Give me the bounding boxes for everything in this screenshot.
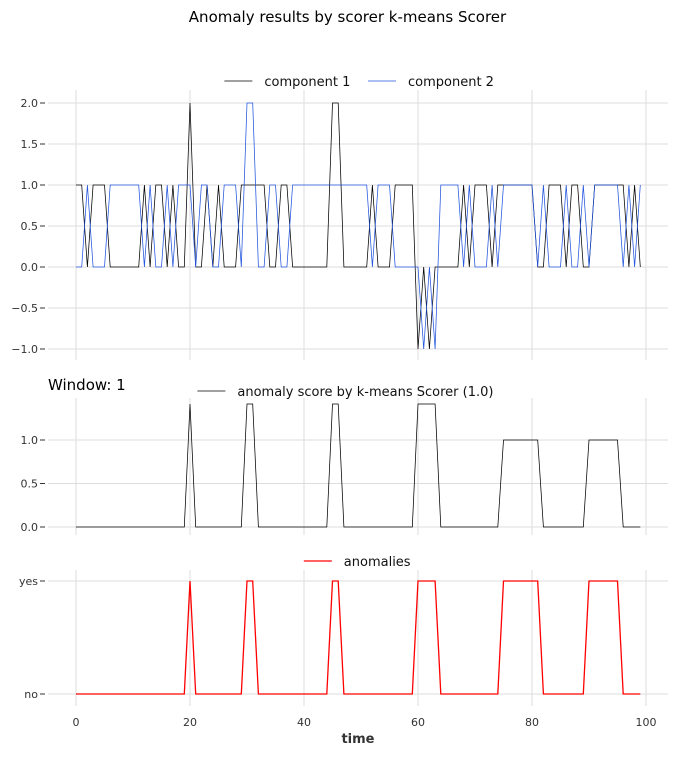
- y-tick-label: 0.5: [21, 220, 39, 233]
- x-axis-label: time: [341, 732, 375, 747]
- figure-title: Anomaly results by scorer k-means Scorer: [188, 8, 507, 26]
- x-tick-label: 40: [297, 716, 311, 729]
- x-tick-label: 0: [73, 716, 80, 729]
- legend-label: component 2: [408, 75, 494, 90]
- series-line: [76, 403, 641, 528]
- y-tick-label: 0.5: [21, 478, 39, 491]
- y-tick-label: 2.0: [21, 97, 39, 110]
- y-tick-label: 0.0: [21, 261, 39, 274]
- input-series-panel: 2.0 1.5 1.0 0.5 0.0 −0.5 −1.0 component 1 compon…: [11, 75, 668, 360]
- y-tick-label: 1.0: [21, 179, 39, 192]
- y-tick-label: −1.0: [11, 343, 38, 356]
- legend-label: anomalies: [344, 555, 411, 570]
- x-tick-label: 80: [525, 716, 539, 729]
- y-tick-label: 0.0: [21, 521, 39, 534]
- x-tick-label: 60: [411, 716, 425, 729]
- y-tick-label: 1.0: [21, 434, 39, 447]
- y-tick-label: no: [24, 688, 38, 701]
- y-tick-label: 1.5: [21, 138, 39, 151]
- y-tick-label: yes: [19, 575, 38, 588]
- anomalies-panel: yes no 0 20 40 60 80 100 anomalies: [19, 555, 668, 729]
- window-label: Window: 1: [48, 376, 126, 394]
- series-line: [76, 580, 641, 695]
- legend-label: component 1: [264, 75, 350, 90]
- anomaly-score-panel: 1.0 0.5 0.0 anomaly score by k-means Scorer…: [21, 385, 668, 535]
- x-tick-label: 100: [636, 716, 657, 729]
- y-tick-label: −0.5: [11, 302, 38, 315]
- legend-label: anomaly score by k-means Scorer (1.0): [237, 385, 493, 400]
- series-line: [76, 102, 641, 350]
- x-tick-label: 20: [183, 716, 197, 729]
